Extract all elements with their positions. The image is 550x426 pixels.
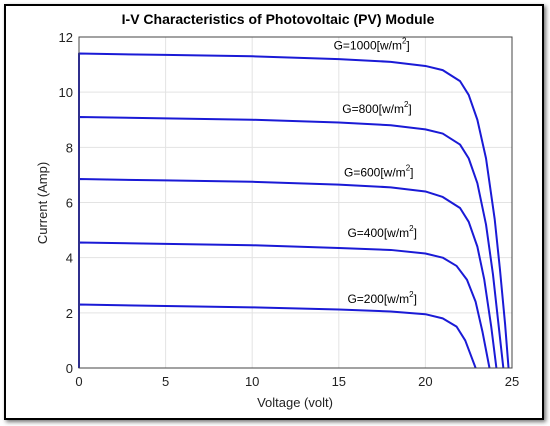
y-axis-label: Current (Amp) [35, 162, 50, 244]
x-tick-label: 10 [245, 374, 259, 389]
iv-curve-series [78, 241, 491, 369]
chart-title-background [128, 8, 428, 30]
curves [78, 52, 510, 369]
grid-lines [79, 37, 512, 368]
x-axis-label: Voltage (volt) [257, 395, 333, 410]
curve-labels: G=1000[w/m2] G=800[w/m2] G=600[w/m2] G=400[… [334, 36, 417, 306]
x-tick-label: 5 [162, 374, 169, 389]
x-tick-labels: 0 5 10 15 20 25 [75, 374, 519, 389]
plot-border [78, 36, 513, 369]
y-tick-label: 4 [66, 251, 73, 266]
y-tick-label: 8 [66, 140, 73, 155]
iv-curve-series [78, 303, 477, 369]
x-tick-label: 25 [505, 374, 519, 389]
iv-curve-series [78, 115, 505, 369]
x-tick-label: 0 [75, 374, 82, 389]
figure-frame [4, 4, 544, 420]
chart-title: I-V Characteristics of Photovoltaic (PV)… [122, 11, 435, 27]
y-tick-label: 2 [66, 306, 73, 321]
y-tick-label: 12 [59, 30, 73, 45]
y-tick-label: 10 [59, 85, 73, 100]
iv-curve-series [78, 52, 510, 369]
series-label: G=1000[w/m2] [334, 36, 410, 52]
iv-curve-series [78, 178, 498, 369]
series-label: G=400[w/m2] [347, 224, 417, 240]
x-tick-label: 15 [332, 374, 346, 389]
series-label: G=600[w/m2] [344, 163, 414, 179]
y-tick-label: 0 [66, 361, 73, 376]
y-tick-label: 6 [66, 196, 73, 211]
series-label: G=200[w/m2] [347, 290, 417, 306]
y-tick-labels: 0 2 4 6 8 10 12 [59, 30, 73, 376]
x-tick-label: 20 [418, 374, 432, 389]
series-label: G=800[w/m2] [342, 100, 412, 116]
